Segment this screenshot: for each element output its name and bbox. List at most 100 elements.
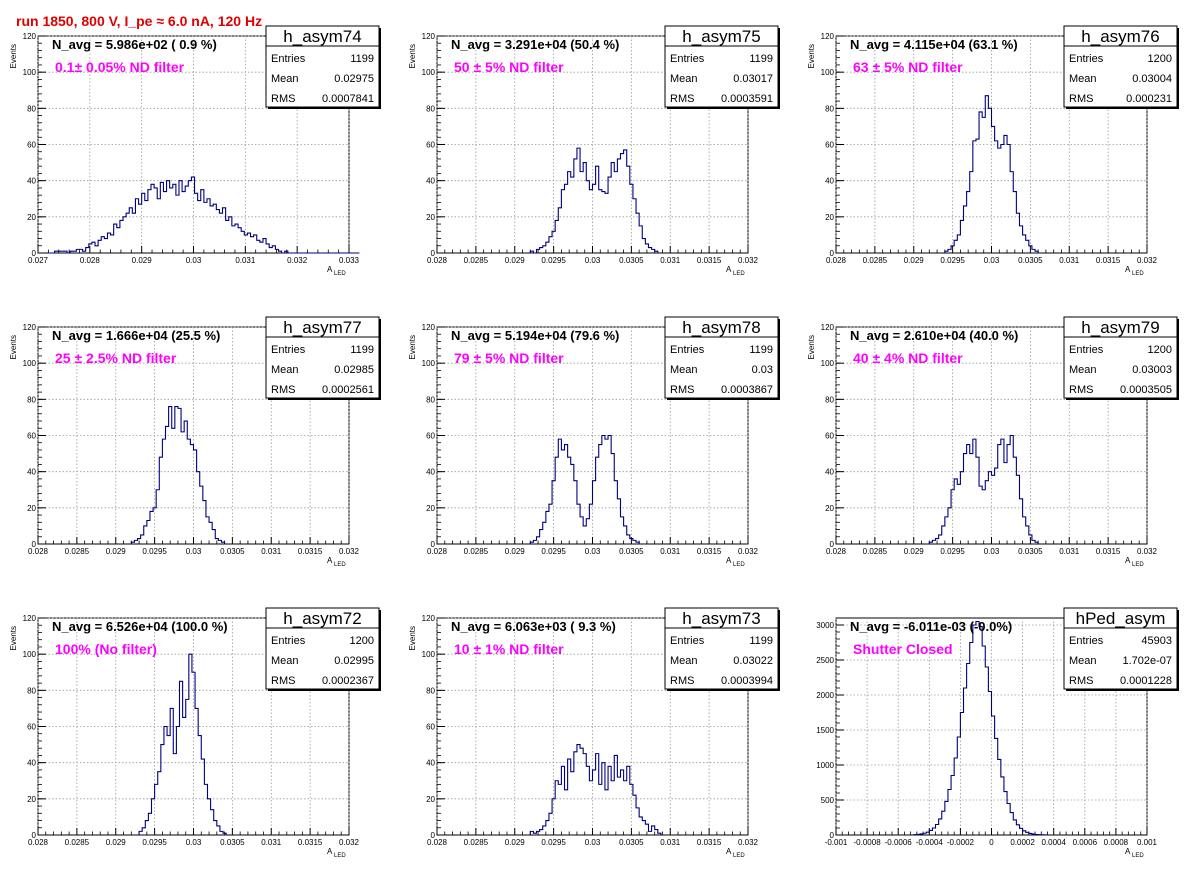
x-tick-label: 0.0295 xyxy=(142,547,167,556)
y-tick-label: 40 xyxy=(825,177,834,186)
y-tick-label: 60 xyxy=(426,432,435,441)
y-tick-label: 1000 xyxy=(816,761,834,770)
stat-label-entries: Entries xyxy=(670,344,705,356)
x-tick-label: 0.0285 xyxy=(464,547,489,556)
y-tick-label: 100 xyxy=(23,68,37,77)
stat-value-mean: 0.02995 xyxy=(334,655,374,667)
x-tick-label: 0.031 xyxy=(235,256,256,265)
x-tick-label: 0.032 xyxy=(1137,256,1158,265)
y-tick-label: 0 xyxy=(32,540,37,549)
x-tick-label: 0.0305 xyxy=(220,547,245,556)
stat-value-rms: 0.0003867 xyxy=(721,384,773,396)
y-tick-label: 100 xyxy=(23,359,37,368)
x-axis-label: A xyxy=(726,265,732,274)
x-tick-label: 0.027 xyxy=(28,256,49,265)
histogram-steps xyxy=(138,653,227,835)
stat-value-mean: 0.03003 xyxy=(1132,364,1172,376)
x-tick-label: 0.03 xyxy=(984,256,1000,265)
x-tick-label: 0.03 xyxy=(585,256,601,265)
y-tick-label: 120 xyxy=(422,614,436,623)
histogram-steps xyxy=(130,406,226,544)
navg-label: N_avg = 5.986e+02 ( 0.9 %) xyxy=(52,37,217,52)
y-tick-label: 60 xyxy=(825,141,834,150)
y-tick-label: 80 xyxy=(27,395,36,404)
x-axis-label-subscript: LED xyxy=(334,853,346,859)
x-tick-label: 0.0295 xyxy=(940,547,965,556)
stat-value-entries: 1199 xyxy=(749,53,773,65)
x-tick-label: 0 xyxy=(989,838,994,847)
histogram-panel-h_asym73: 0.028 0.0285 0.029 0.0295 0.03 0.0305 0.031 0.0… xyxy=(408,607,780,859)
y-tick-label: 60 xyxy=(27,141,36,150)
y-tick-label: 20 xyxy=(27,795,36,804)
y-tick-label: 100 xyxy=(23,650,37,659)
navg-label: N_avg = 5.194e+04 (79.6 %) xyxy=(451,328,619,343)
stat-value-rms: 0.0003505 xyxy=(1120,384,1172,396)
navg-label: N_avg = 6.526e+04 (100.0 %) xyxy=(52,619,228,634)
stat-value-entries: 1200 xyxy=(1148,53,1172,65)
x-tick-label: 0.029 xyxy=(106,838,127,847)
stat-value-rms: 0.0002367 xyxy=(322,675,374,687)
histogram-steps xyxy=(928,434,1039,544)
stat-value-mean: 0.03 xyxy=(752,364,773,376)
x-axis-label-subscript: LED xyxy=(733,853,745,859)
y-axis-label: Events xyxy=(408,44,417,68)
x-tick-label: 0.0002 xyxy=(1010,838,1035,847)
filter-label: Shutter Closed xyxy=(853,641,953,657)
y-tick-label: 0 xyxy=(32,831,37,840)
stats-box: h_asym73 Entries 1199 Mean 0.03022 RMS 0.00039… xyxy=(664,607,780,691)
stats-box: h_asym76 Entries 1200 Mean 0.03004 RMS 0.00023… xyxy=(1063,25,1179,109)
x-tick-label: 0.029 xyxy=(904,547,925,556)
y-tick-label: 100 xyxy=(821,359,835,368)
x-tick-label: 0.0285 xyxy=(863,547,888,556)
x-tick-label: 0.028 xyxy=(28,547,49,556)
x-tick-label: 0.0315 xyxy=(697,256,722,265)
x-tick-label: 0.0315 xyxy=(697,838,722,847)
x-tick-label: 0.033 xyxy=(339,256,360,265)
filter-label: 10 ± 1% ND filter xyxy=(454,641,564,657)
stat-label-entries: Entries xyxy=(1069,635,1104,647)
stat-label-mean: Mean xyxy=(1069,73,1097,85)
navg-label: N_avg = 1.666e+04 (25.5 %) xyxy=(52,328,220,343)
y-tick-label: 120 xyxy=(821,323,835,332)
histogram-steps xyxy=(529,147,659,254)
x-tick-label: 0.0305 xyxy=(619,547,644,556)
x-tick-label: -0.0002 xyxy=(947,838,975,847)
stat-value-mean: 0.02985 xyxy=(334,364,374,376)
y-axis-label: Events xyxy=(807,335,816,359)
x-tick-label: 0.029 xyxy=(106,547,127,556)
y-tick-label: 80 xyxy=(426,686,435,695)
stat-label-rms: RMS xyxy=(670,93,694,105)
stat-value-rms: 0.0003994 xyxy=(721,675,773,687)
histogram-steps xyxy=(48,176,360,254)
stat-label-mean: Mean xyxy=(670,655,698,667)
stat-value-mean: 0.02975 xyxy=(334,73,374,85)
x-axis-label-subscript: LED xyxy=(334,271,346,277)
navg-label: N_avg = -6.011e-03 (-0.0%) xyxy=(850,619,1012,634)
y-tick-label: 120 xyxy=(422,323,436,332)
y-tick-label: 80 xyxy=(27,104,36,113)
x-tick-label: 0.028 xyxy=(427,838,448,847)
stat-value-mean: 1.702e-07 xyxy=(1122,655,1172,667)
stat-value-entries: 1199 xyxy=(350,53,374,65)
stat-label-rms: RMS xyxy=(271,675,295,687)
y-tick-label: 0 xyxy=(830,540,835,549)
stat-value-entries: 1199 xyxy=(350,344,374,356)
run-title: run 1850, 800 V, I_pe ≈ 6.0 nA, 120 Hz xyxy=(16,13,262,29)
y-tick-label: 500 xyxy=(821,796,835,805)
histogram-name: h_asym79 xyxy=(1081,318,1159,337)
x-tick-label: 0.031 xyxy=(1059,547,1080,556)
y-tick-label: 60 xyxy=(426,723,435,732)
histogram-name: h_asym74 xyxy=(283,27,361,46)
stat-label-rms: RMS xyxy=(1069,384,1093,396)
stat-value-mean: 0.03017 xyxy=(733,73,773,85)
y-tick-label: 0 xyxy=(431,249,436,258)
stat-value-rms: 0.0003591 xyxy=(721,93,773,105)
histogram-panel-h_asym78: 0.028 0.0285 0.029 0.0295 0.03 0.0305 0.031 0.0… xyxy=(408,316,780,568)
stat-label-mean: Mean xyxy=(670,364,698,376)
x-tick-label: 0.0285 xyxy=(65,547,90,556)
x-tick-label: 0.0305 xyxy=(619,256,644,265)
histogram-steps xyxy=(529,744,662,835)
x-tick-label: 0.03 xyxy=(186,838,202,847)
histogram-name: h_asym78 xyxy=(682,318,760,337)
stats-box: h_asym79 Entries 1200 Mean 0.03003 RMS 0.00035… xyxy=(1063,316,1179,400)
